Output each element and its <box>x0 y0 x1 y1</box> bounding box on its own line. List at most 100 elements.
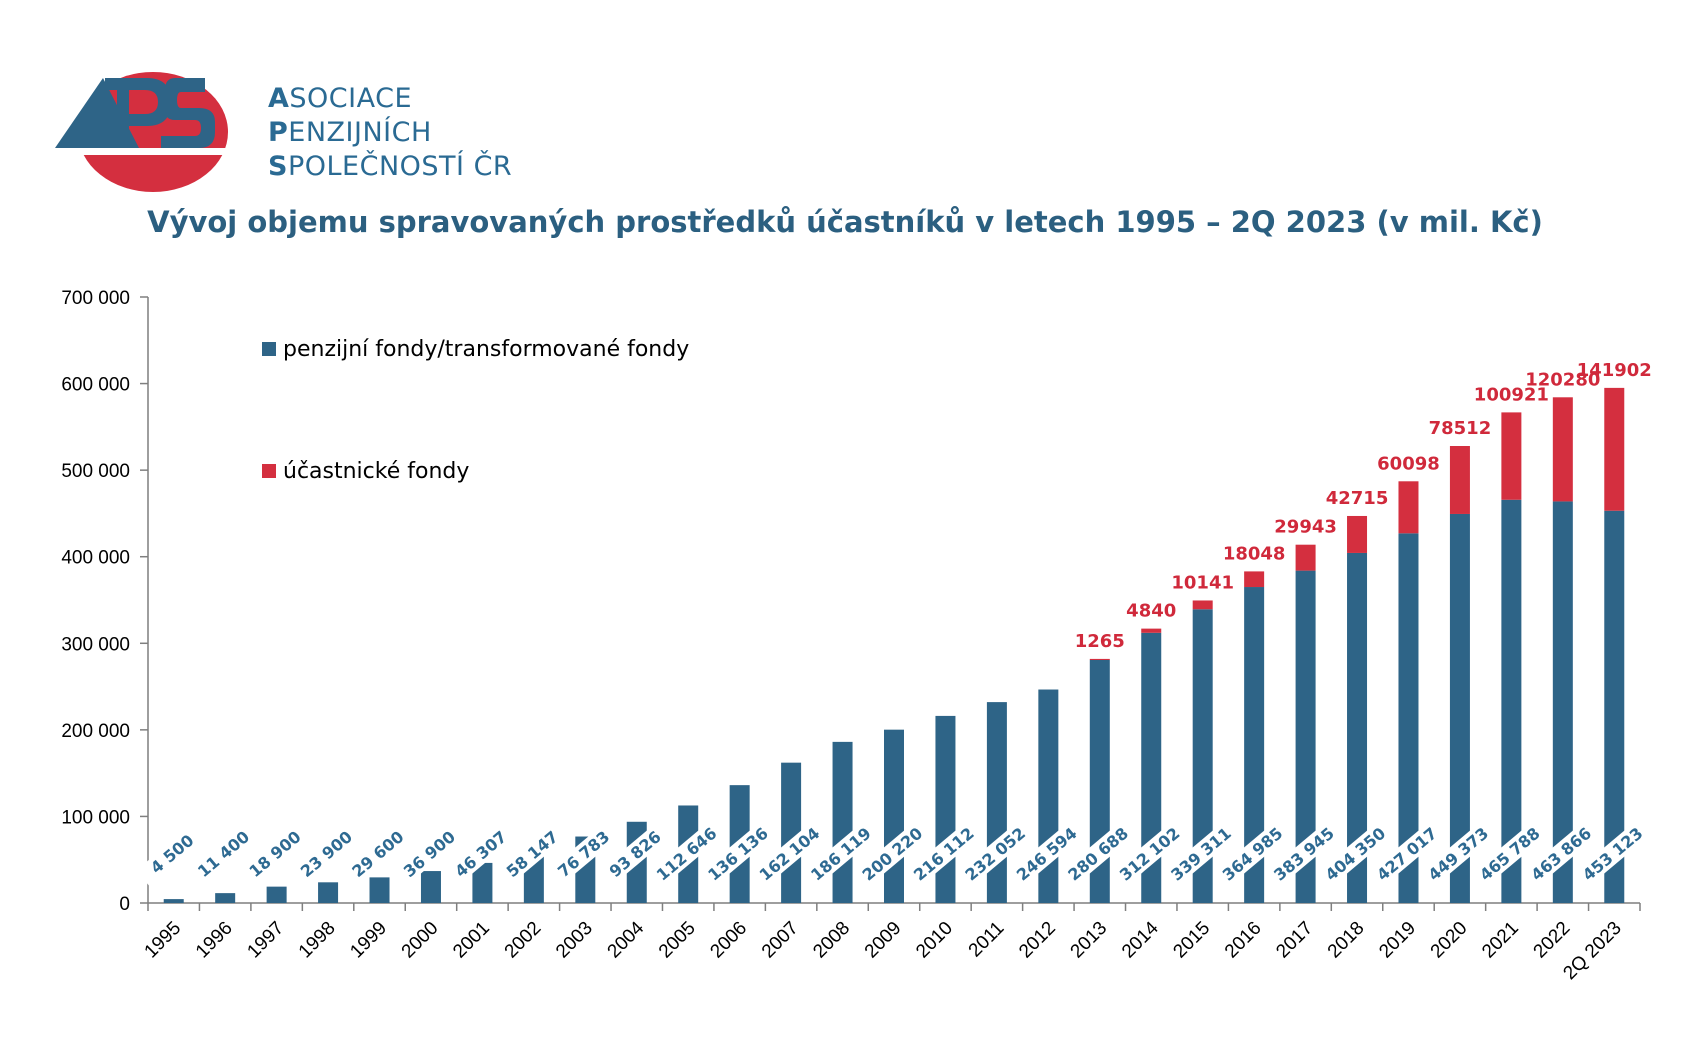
bar-penzijni-2007 <box>781 762 802 903</box>
data-label-ucastnicke: 78512 <box>1429 418 1492 439</box>
aps-logo <box>55 72 230 192</box>
data-label-background <box>1062 821 1134 886</box>
bar-penzijni-1995 <box>163 899 184 903</box>
data-label-background <box>1525 821 1597 886</box>
bar-penzijni-2018 <box>1347 552 1368 903</box>
y-tick-label: 200 000 <box>61 721 130 742</box>
y-tick-label: 100 000 <box>61 807 130 828</box>
bar-penzijni-2019 <box>1398 533 1419 903</box>
bar-penzijni-2011 <box>986 702 1007 903</box>
y-tick-label: 0 <box>119 894 130 915</box>
x-tick-label: 2003 <box>552 918 597 963</box>
x-tick-label: 2022 <box>1530 918 1575 963</box>
data-label-background <box>239 821 311 886</box>
x-tick-label: 1997 <box>243 918 288 963</box>
data-label-background <box>187 821 259 886</box>
data-label-ucastnicke: 42715 <box>1326 488 1389 509</box>
x-tick-label: 2005 <box>655 918 700 963</box>
data-label-background <box>444 821 517 886</box>
data-label-background <box>907 821 980 886</box>
bar-penzijni-2010 <box>935 715 956 903</box>
logo-red-ellipse <box>78 72 228 192</box>
brand-line-1: ASOCIACE <box>268 83 413 114</box>
bar-ucastnicke-2017 <box>1295 544 1316 571</box>
bar-ucastnicke-2018 <box>1347 515 1368 553</box>
data-label-ucastnicke: 120280 <box>1525 369 1600 390</box>
data-label-ucastnicke: 1265 <box>1075 631 1125 652</box>
chart-title: Vývoj objemu spravovaných prostředků úča… <box>147 205 1543 239</box>
x-tick-label: 2007 <box>758 918 803 963</box>
x-tick-label: 2017 <box>1272 918 1317 963</box>
data-label-ucastnicke: 4840 <box>1126 601 1176 622</box>
bar-penzijni-1999 <box>369 877 390 903</box>
data-label-background <box>136 821 208 886</box>
logo-white-stripe <box>55 148 230 155</box>
bar-penzijni-1997 <box>266 886 287 903</box>
bar-ucastnicke-2Q2023 <box>1604 387 1625 511</box>
data-label-ucastnicke: 29943 <box>1274 517 1337 538</box>
x-tick-label: 2011 <box>965 918 1009 962</box>
y-tick-label: 400 000 <box>61 548 130 569</box>
data-label-background <box>1165 821 1237 886</box>
bar-penzijni-2009 <box>884 729 904 903</box>
data-label-background <box>547 821 619 886</box>
data-label-background <box>1576 821 1648 886</box>
legend-swatch-ucastnicke <box>262 464 276 478</box>
x-tick-label: 2020 <box>1427 918 1472 963</box>
bar-ucastnicke-2020 <box>1449 446 1470 514</box>
y-tick-label: 500 000 <box>61 461 130 482</box>
data-label-background <box>753 821 825 886</box>
bar-penzijni-2015 <box>1192 609 1213 903</box>
bar-penzijni-2021 <box>1501 499 1522 903</box>
data-label-background <box>1268 821 1340 886</box>
x-tick-label: 1996 <box>192 918 237 963</box>
legend-swatch-penzijni <box>262 342 276 356</box>
x-tick-label: 2018 <box>1324 918 1369 963</box>
bar-penzijni-2000 <box>420 871 441 903</box>
data-label-background <box>856 821 928 886</box>
data-label-background <box>290 821 362 886</box>
x-tick-label: 2019 <box>1375 918 1420 963</box>
legend-label-penzijni: penzijní fondy/transformované fondy <box>283 337 689 362</box>
bar-ucastnicke-2019 <box>1398 481 1419 534</box>
brand-line-2: PENZIJNÍCH <box>268 117 432 148</box>
bar-penzijni-1998 <box>318 882 339 903</box>
data-label-background <box>1113 821 1185 886</box>
brand-name: ASOCIACE PENZIJNÍCH SPOLEČNOSTÍ ČR <box>268 82 512 184</box>
x-tick-label: 2015 <box>1169 918 1214 963</box>
data-label-background <box>959 821 1031 886</box>
x-tick-label: 2000 <box>398 918 443 963</box>
data-label-background <box>650 821 722 886</box>
x-tick-label: 2012 <box>1015 918 1060 963</box>
data-label-background <box>1371 821 1443 886</box>
data-label-background <box>1473 821 1545 886</box>
bar-ucastnicke-2014 <box>1141 628 1162 633</box>
y-tick-label: 300 000 <box>61 634 130 655</box>
brand-line-3: SPOLEČNOSTÍ ČR <box>268 151 513 182</box>
data-label-ucastnicke: 141902 <box>1577 360 1652 381</box>
x-tick-label: 2010 <box>912 918 957 963</box>
bar-ucastnicke-2013 <box>1089 658 1110 661</box>
data-label-ucastnicke: 10141 <box>1171 572 1234 593</box>
x-tick-label: 2021 <box>1478 918 1523 963</box>
x-tick-label: 1998 <box>295 918 340 963</box>
x-tick-label: 2002 <box>501 918 546 963</box>
bar-ucastnicke-2022 <box>1552 397 1573 502</box>
data-label-ucastnicke: 60098 <box>1377 453 1440 474</box>
data-label-background <box>805 821 877 886</box>
data-label-background <box>599 821 671 886</box>
x-tick-label: 2001 <box>449 918 494 963</box>
y-tick-label: 600 000 <box>61 375 130 396</box>
x-tick-label: 2016 <box>1221 918 1266 963</box>
data-label-ucastnicke: 100921 <box>1474 384 1549 405</box>
bar-penzijni-2022 <box>1552 501 1573 903</box>
data-label-background <box>1319 821 1391 886</box>
y-tick-label: 700 000 <box>61 288 130 309</box>
x-tick-label: 2008 <box>809 918 854 963</box>
x-tick-label: 2013 <box>1067 918 1112 963</box>
bar-penzijni-2016 <box>1244 587 1265 903</box>
bar-penzijni-2001 <box>472 862 493 903</box>
x-tick-label: 2006 <box>706 918 751 963</box>
data-label-background <box>1010 821 1082 886</box>
